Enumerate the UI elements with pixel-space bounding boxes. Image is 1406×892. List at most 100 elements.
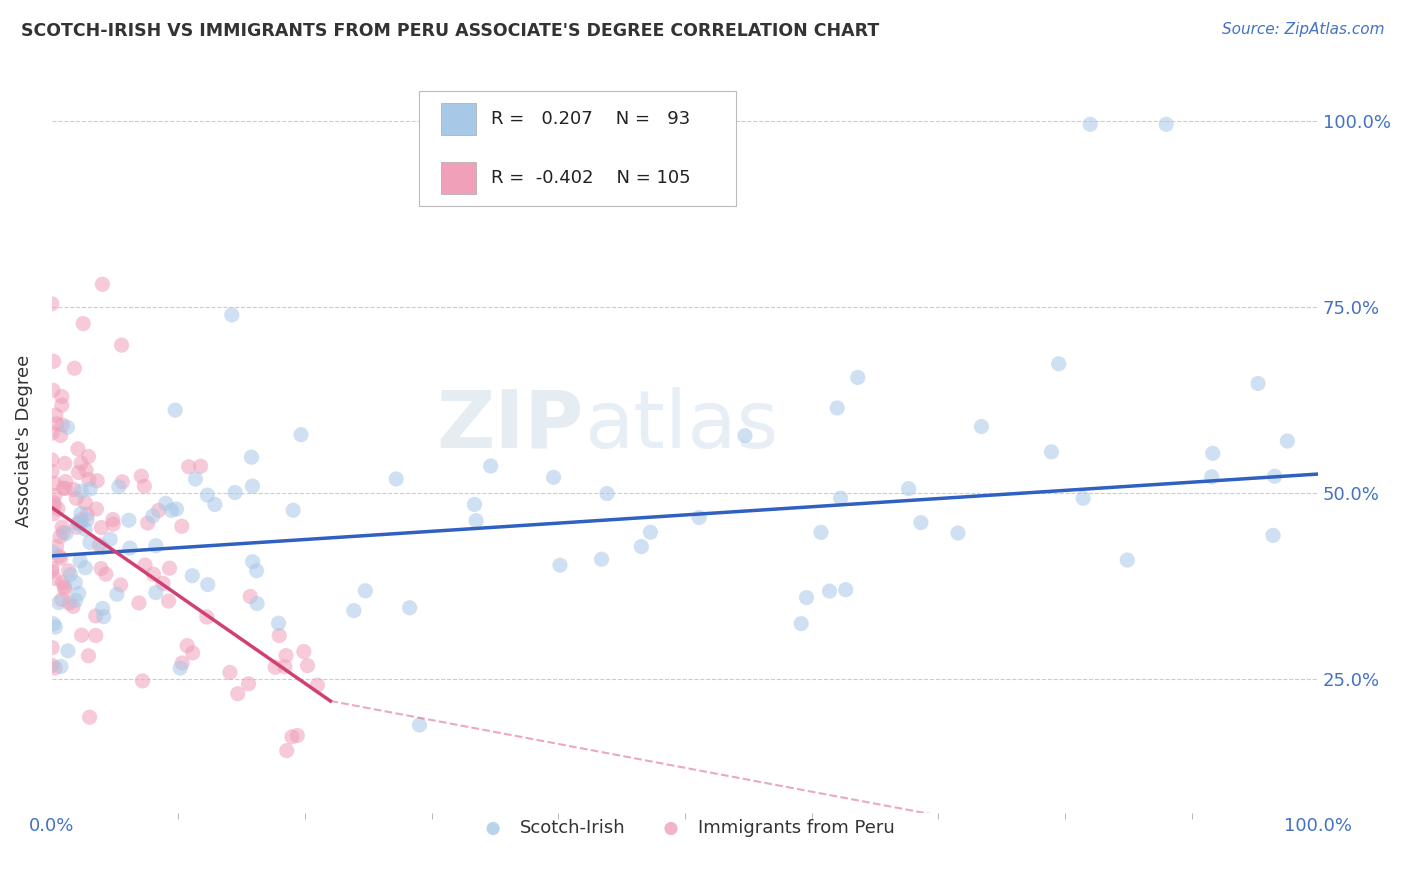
Point	[56, 644, 79, 658]
Point	[543, 470, 565, 484]
Point	[190, 459, 212, 474]
Point	[75, 522, 97, 536]
Point	[53, 580, 76, 594]
Point	[41, 640, 63, 655]
Point	[91, 541, 114, 555]
Point	[145, 585, 167, 599]
Point	[67, 586, 90, 600]
Point	[118, 541, 141, 555]
Point	[385, 472, 408, 486]
Point	[110, 338, 132, 352]
Y-axis label: Associate's Degree: Associate's Degree	[15, 354, 32, 526]
Point	[41, 297, 63, 311]
Point	[131, 673, 153, 688]
Point	[46, 501, 69, 516]
Point	[184, 472, 207, 486]
Point	[219, 665, 242, 680]
Point	[142, 567, 165, 582]
Point	[41, 565, 63, 579]
Point	[1116, 553, 1139, 567]
Point	[292, 644, 315, 658]
Point	[142, 508, 165, 523]
Point	[264, 660, 287, 674]
Text: atlas: atlas	[583, 386, 778, 465]
Point	[59, 567, 82, 582]
Point	[44, 661, 66, 675]
Point	[62, 483, 84, 497]
Point	[810, 525, 832, 540]
Point	[281, 730, 304, 744]
Point	[128, 596, 150, 610]
Point	[42, 616, 65, 631]
Point	[835, 582, 858, 597]
Point	[51, 575, 73, 590]
Point	[53, 456, 76, 470]
Point	[155, 496, 177, 510]
Point	[105, 587, 128, 601]
Point	[90, 520, 112, 534]
Point	[134, 479, 156, 493]
Point	[63, 361, 86, 376]
Point	[177, 459, 200, 474]
Point	[76, 513, 98, 527]
Point	[91, 601, 114, 615]
Point	[90, 561, 112, 575]
Text: SCOTCH-IRISH VS IMMIGRANTS FROM PERU ASSOCIATE'S DEGREE CORRELATION CHART: SCOTCH-IRISH VS IMMIGRANTS FROM PERU ASS…	[21, 22, 879, 40]
Point	[66, 442, 89, 456]
Point	[53, 482, 76, 496]
Point	[734, 428, 756, 442]
Point	[56, 420, 79, 434]
Point	[1202, 446, 1225, 460]
Point	[398, 600, 420, 615]
Point	[239, 590, 262, 604]
Point	[42, 495, 65, 509]
Point	[75, 496, 97, 510]
Point	[101, 512, 124, 526]
Point	[281, 503, 304, 517]
Point	[41, 561, 63, 575]
Point	[49, 551, 72, 566]
Point	[89, 538, 111, 552]
Point	[157, 594, 180, 608]
Point	[41, 658, 63, 673]
Point	[688, 510, 710, 524]
Point	[51, 520, 73, 534]
Point	[181, 568, 204, 582]
Point	[77, 450, 100, 464]
Point	[1277, 434, 1299, 448]
Point	[103, 517, 125, 532]
Point	[48, 596, 70, 610]
Point	[1154, 117, 1177, 131]
Point	[846, 370, 869, 384]
Point	[118, 513, 141, 527]
Point	[591, 552, 613, 566]
Point	[1201, 469, 1223, 483]
Point	[479, 458, 502, 473]
Legend: Scotch-Irish, Immigrants from Peru: Scotch-Irish, Immigrants from Peru	[468, 812, 903, 845]
Point	[75, 463, 97, 477]
Point	[66, 516, 89, 531]
Point	[240, 450, 263, 465]
Point	[41, 452, 63, 467]
Point	[70, 513, 93, 527]
Point	[58, 564, 80, 578]
Point	[630, 540, 652, 554]
Point	[98, 533, 121, 547]
Point	[224, 485, 246, 500]
Point	[242, 555, 264, 569]
Point	[226, 687, 249, 701]
Point	[548, 558, 571, 573]
Point	[343, 604, 366, 618]
Point	[49, 659, 72, 673]
Point	[131, 469, 153, 483]
Point	[197, 577, 219, 591]
Point	[246, 597, 269, 611]
Text: R =  -0.402    N = 105: R = -0.402 N = 105	[491, 169, 690, 187]
Point	[246, 564, 269, 578]
Point	[267, 616, 290, 631]
Point	[169, 661, 191, 675]
Point	[52, 525, 75, 540]
Point	[465, 514, 488, 528]
Point	[79, 710, 101, 724]
Point	[41, 464, 63, 478]
